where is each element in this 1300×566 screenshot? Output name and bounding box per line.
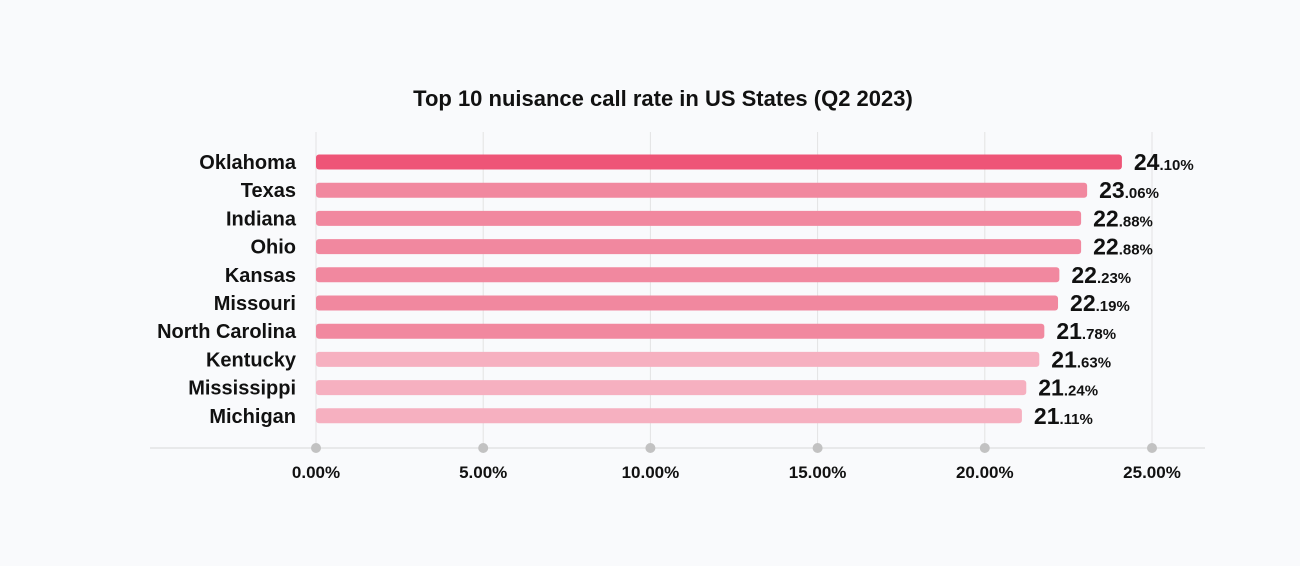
x-tick-label-4: 20.00% bbox=[956, 463, 1014, 482]
value-label-7: 21.63% bbox=[1051, 346, 1111, 372]
x-tick-dot-3 bbox=[812, 443, 823, 453]
x-tick-label-2: 10.00% bbox=[622, 463, 680, 482]
bar-michigan bbox=[316, 408, 1022, 424]
category-label-3: Ohio bbox=[250, 237, 296, 259]
value-label-9: 21.11% bbox=[1034, 403, 1093, 429]
bar-north-carolina bbox=[316, 323, 1045, 339]
bar-oklahoma bbox=[316, 154, 1122, 170]
chart-title: Top 10 nuisance call rate in US States (… bbox=[413, 86, 913, 111]
value-label-8: 21.24% bbox=[1038, 375, 1098, 401]
bar-missouri bbox=[316, 295, 1059, 311]
value-label-3: 22.88% bbox=[1093, 234, 1153, 260]
category-label-7: Kentucky bbox=[206, 349, 297, 371]
x-tick-label-3: 15.00% bbox=[789, 463, 847, 482]
x-tick-dot-0 bbox=[311, 443, 321, 453]
value-label-6: 21.78% bbox=[1056, 318, 1116, 344]
value-label-5: 22.19% bbox=[1070, 290, 1130, 316]
category-label-9: Michigan bbox=[209, 406, 296, 428]
category-label-1: Texas bbox=[241, 180, 296, 202]
bar-texas bbox=[316, 182, 1088, 198]
x-tick-label-1: 5.00% bbox=[459, 463, 507, 482]
bar-kansas bbox=[316, 267, 1060, 283]
x-tick-dot-1 bbox=[478, 443, 489, 453]
value-label-1: 23.06% bbox=[1099, 177, 1159, 203]
x-tick-dot-5 bbox=[1147, 443, 1157, 453]
value-label-0: 24.10% bbox=[1134, 149, 1194, 175]
value-label-4: 22.23% bbox=[1071, 262, 1131, 288]
category-label-8: Mississippi bbox=[188, 378, 296, 400]
bar-indiana bbox=[316, 210, 1082, 226]
bar-kentucky bbox=[316, 351, 1040, 367]
bar-ohio bbox=[316, 239, 1082, 255]
value-label-2: 22.88% bbox=[1093, 205, 1153, 231]
category-label-6: North Carolina bbox=[157, 321, 297, 343]
category-label-0: Oklahoma bbox=[199, 152, 297, 174]
category-label-2: Indiana bbox=[226, 208, 297, 230]
category-label-4: Kansas bbox=[225, 265, 296, 287]
x-tick-dot-4 bbox=[979, 443, 990, 453]
x-tick-label-0: 0.00% bbox=[292, 463, 340, 482]
bar-mississippi bbox=[316, 380, 1027, 396]
x-tick-label-5: 25.00% bbox=[1123, 463, 1181, 482]
x-tick-dot-2 bbox=[645, 443, 656, 453]
category-label-5: Missouri bbox=[214, 293, 296, 315]
